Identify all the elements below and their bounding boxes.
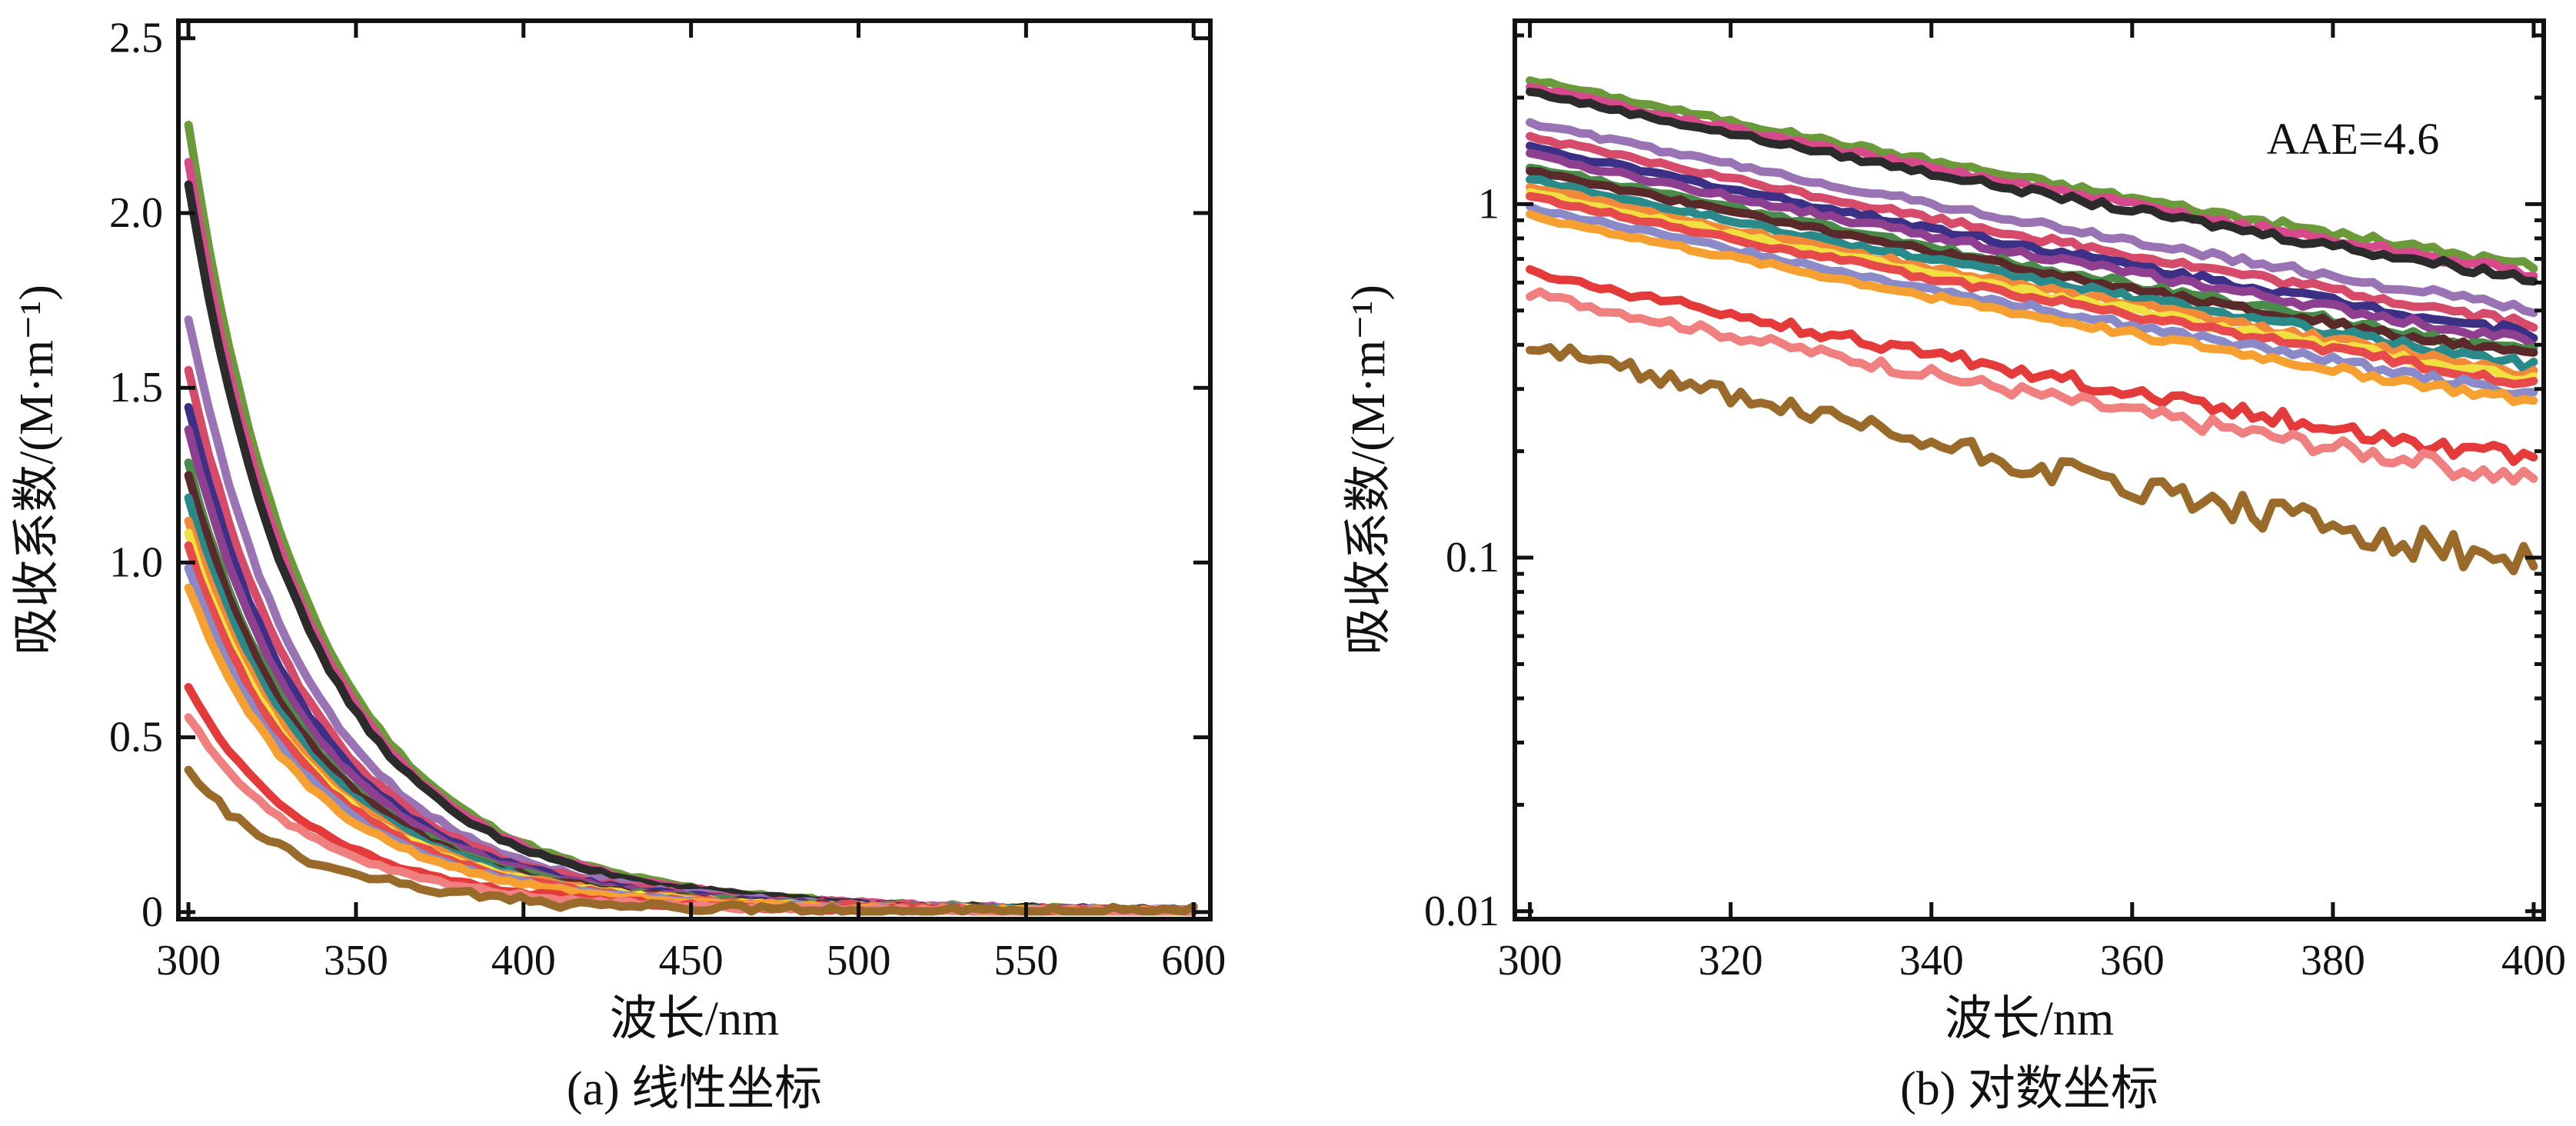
panel-a-y-tick-label: 0.5 xyxy=(109,714,163,761)
panel-a-xlabel: 波长/nm xyxy=(610,993,779,1045)
panel-a-x-tick-label: 300 xyxy=(156,937,221,984)
panel-a-ylabel: 吸收系数/(M·m⁻¹) xyxy=(11,285,63,655)
panel-b-series-line xyxy=(1526,265,2538,466)
panel-a-x-tick-label: 400 xyxy=(491,937,556,984)
panel-b-series-line xyxy=(1526,209,2538,407)
panel-a-y-tick-label: 1.5 xyxy=(109,364,163,411)
panel-b-series-line xyxy=(1526,175,2538,374)
panel-b-y-tick-label: 0.1 xyxy=(1446,534,1499,581)
panel-a-series-line xyxy=(184,315,1198,916)
panel-a-x-tick-label: 450 xyxy=(659,937,724,984)
panel-b-series xyxy=(1526,76,2538,575)
panel-b-ticks: 300 320 340 360 380 400 0.01 0.1 1 xyxy=(1424,21,2566,984)
panel-b-series-line xyxy=(1526,132,2538,332)
panel-b-y-tick-label: 0.01 xyxy=(1424,888,1499,935)
panel-b-series-line xyxy=(1526,287,2538,486)
panel-b-series-line xyxy=(1526,343,2538,575)
panel-a-x-tick-label: 500 xyxy=(827,937,891,984)
panel-a-caption: (a) 线性坐标 xyxy=(567,1063,822,1115)
panel-b-ylabel: 吸收系数/(M·m⁻¹) xyxy=(1343,285,1395,655)
panel-b-series-line xyxy=(1526,118,2538,318)
panel-b-series-line xyxy=(1526,188,2538,385)
panel-a-y-tick-label: 1.0 xyxy=(109,538,163,586)
panel-a-series-line xyxy=(184,403,1198,916)
panel-b-series-line xyxy=(1526,192,2538,388)
panel-b-xlabel: 波长/nm xyxy=(1945,993,2114,1045)
panel-b-caption: (b) 对数坐标 xyxy=(1900,1063,2158,1115)
panel-a-frame xyxy=(176,18,1213,921)
panel-a-series xyxy=(184,121,1198,916)
panel-a-y-tick-label: 2.5 xyxy=(109,15,163,62)
panel-b-x-tick-label: 360 xyxy=(2100,937,2165,984)
panel-a-ticks: 300 350 400 450 500 550 600 0 0.5 1.0 1.5 2.0 2.5 xyxy=(109,15,1226,984)
panel-b-series-line xyxy=(1526,76,2538,273)
panel-b-series-line xyxy=(1526,148,2538,351)
panel-b-series-line xyxy=(1526,142,2538,343)
panel-b-frame xyxy=(1513,18,2546,921)
panel-a-x-tick-label: 350 xyxy=(324,937,388,984)
panel-b-x-tick-label: 400 xyxy=(2501,937,2566,984)
panel-a-x-tick-label: 550 xyxy=(993,937,1058,984)
aae-annotation: AAE=4.6 xyxy=(2267,114,2439,164)
panel-a-y-tick-label: 2.0 xyxy=(109,189,163,237)
panel-b-x-tick-label: 300 xyxy=(1498,937,1563,984)
panel-b-y-tick-label: 1 xyxy=(1478,180,1499,228)
panel-a: 300 350 400 450 500 550 600 0 0.5 1.0 1.5 2.0 2.5 波长… xyxy=(11,15,1226,1115)
panel-b-x-tick-label: 340 xyxy=(1899,937,1964,984)
panel-b-x-tick-label: 320 xyxy=(1699,937,1763,984)
panel-a-x-tick-label: 600 xyxy=(1161,937,1226,984)
panel-b-series-line xyxy=(1526,202,2538,399)
panel-a-y-tick-label: 0 xyxy=(141,888,163,936)
panel-b-series-line xyxy=(1526,87,2538,286)
panel-b-x-tick-label: 380 xyxy=(2301,937,2365,984)
panel-b: 300 320 340 360 380 400 0.01 0.1 1 AAE=4.6 波长/nm… xyxy=(1343,18,2566,1115)
panel-b-series-line xyxy=(1526,167,2538,357)
panel-a-series-line xyxy=(184,365,1198,916)
